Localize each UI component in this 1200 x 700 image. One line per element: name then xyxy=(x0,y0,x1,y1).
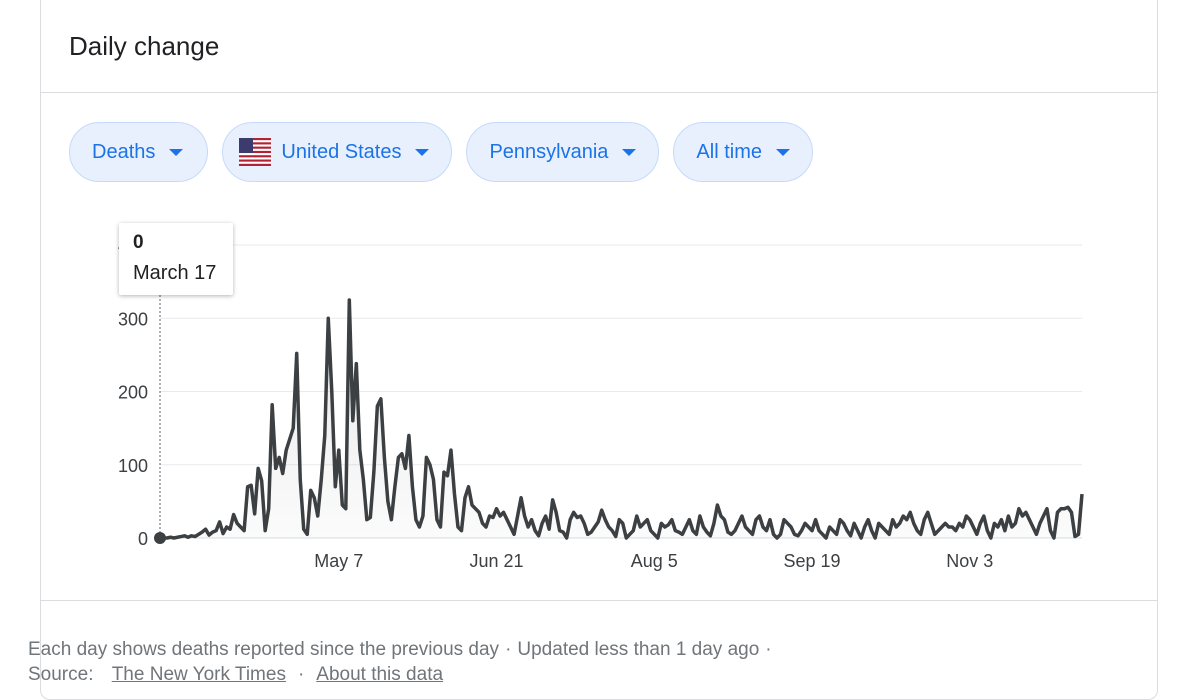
caret-down-icon xyxy=(622,148,637,156)
footer-divider xyxy=(41,600,1157,601)
region-dropdown-label: Pennsylvania xyxy=(489,140,609,163)
chart-footer: Each day shows deaths reported since the… xyxy=(28,637,778,687)
footer-line-1: Each day shows deaths reported since the… xyxy=(28,637,778,662)
x-tick-label: Sep 19 xyxy=(784,551,841,571)
metric-dropdown-label: Deaths xyxy=(92,140,156,163)
caret-down-icon xyxy=(776,148,790,156)
caret-down-icon xyxy=(169,148,184,156)
caret-down-icon xyxy=(415,148,430,156)
x-tick-label: May 7 xyxy=(314,551,363,571)
y-tick-label: 300 xyxy=(118,309,148,329)
range-dropdown[interactable]: All time xyxy=(673,122,813,182)
us-flag-icon xyxy=(239,138,272,166)
country-dropdown[interactable]: United States xyxy=(222,122,453,182)
metric-dropdown[interactable]: Deaths xyxy=(69,122,209,182)
x-tick-label: Nov 3 xyxy=(946,551,993,571)
footer-description: Each day shows deaths reported since the… xyxy=(28,639,500,660)
header-divider xyxy=(41,92,1157,93)
card-title: Daily change xyxy=(69,31,220,61)
x-tick-label: Jun 21 xyxy=(470,551,524,571)
series-line xyxy=(160,298,1084,540)
country-dropdown-label: United States xyxy=(281,140,402,163)
daily-change-card: Daily change Deaths United States Pennsy… xyxy=(40,0,1158,700)
y-tick-label: 0 xyxy=(138,529,148,549)
tooltip-date: March 17 xyxy=(133,262,217,284)
footer-updated: Updated less than 1 day ago xyxy=(517,639,760,660)
x-tick-label: Aug 5 xyxy=(631,551,678,571)
y-tick-label: 100 xyxy=(118,456,148,476)
series-area xyxy=(160,299,1082,538)
tooltip-value: 0 xyxy=(133,232,144,253)
separator-dot: · xyxy=(765,639,772,660)
region-dropdown[interactable]: Pennsylvania xyxy=(466,122,660,182)
chart-tooltip: 0 March 17 xyxy=(119,223,233,295)
filter-bar: Deaths United States Pennsylvania Al xyxy=(69,122,813,182)
separator-dot: · xyxy=(505,639,512,660)
y-tick-label: 200 xyxy=(118,383,148,403)
hover-point xyxy=(154,532,166,544)
range-dropdown-label: All time xyxy=(696,140,762,163)
